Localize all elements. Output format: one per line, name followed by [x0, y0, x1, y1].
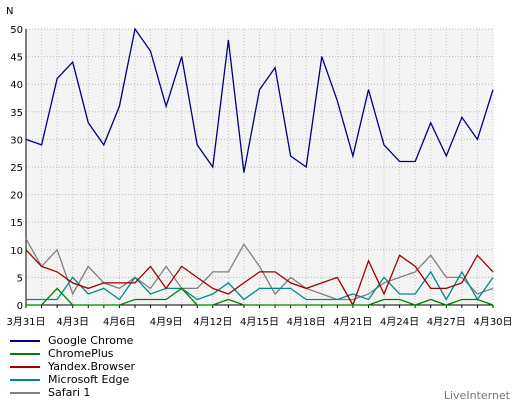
legend-item-google-chrome: Google Chrome	[10, 334, 135, 347]
legend-swatch	[10, 365, 40, 368]
line-chart: 0 5 10 15 20 25 30 35 40 45 50 3月31日 4月3日 4月6日 4月9日 4月1…	[6, 6, 513, 328]
legend-label: Microsoft Edge	[48, 373, 130, 386]
legend-item-safari: Safari 1	[10, 386, 135, 399]
series-group	[25, 27, 494, 307]
y-tick-label: 15	[10, 218, 23, 229]
x-tick-label: 4月18日	[287, 316, 326, 328]
source-label: LiveInternet	[443, 389, 510, 402]
y-tick-label: 30	[10, 135, 23, 146]
x-tick-label: 4月12日	[193, 316, 232, 328]
grid	[26, 28, 494, 305]
series-line-chromeplus	[26, 287, 494, 306]
x-tick-label: 4月21日	[333, 316, 372, 328]
y-tick-label: 10	[10, 246, 23, 257]
x-tick-label: 4月6日	[103, 316, 136, 328]
x-tick-label: 4月24日	[380, 316, 419, 328]
legend-swatch	[10, 352, 40, 355]
series-line-google-chrome	[25, 27, 494, 173]
legend-label: Google Chrome	[48, 334, 134, 347]
x-tick-label: 4月15日	[240, 316, 279, 328]
y-tick-label: 25	[10, 163, 23, 174]
x-tick-label: 4月30日	[473, 316, 512, 328]
y-tick-label: 40	[10, 80, 23, 91]
legend: Google Chrome ChromePlus Yandex.Browser …	[10, 334, 135, 399]
y-tick-label: 0	[17, 301, 23, 312]
y-axis-label: N	[6, 6, 13, 17]
legend-label: ChromePlus	[48, 347, 114, 360]
y-tick-label: 35	[10, 108, 23, 119]
x-tick-label: 4月3日	[56, 316, 89, 328]
y-tick-label: 50	[10, 25, 23, 36]
legend-item-yandex-browser: Yandex.Browser	[10, 360, 135, 373]
series-line-microsoft-edge	[26, 270, 494, 301]
y-tick-label: 5	[17, 273, 23, 284]
legend-label: Safari 1	[48, 386, 91, 399]
series-line-yandex-browser	[25, 249, 494, 307]
y-tick-label: 20	[10, 191, 23, 202]
legend-swatch	[10, 391, 40, 394]
axes: 0 5 10 15 20 25 30 35 40 45 50 3月31日 4月3日 4月6日 4月9日 4月1…	[6, 25, 512, 328]
legend-item-chromeplus: ChromePlus	[10, 347, 135, 360]
x-tick-label: 4月9日	[150, 316, 183, 328]
y-tick-label: 45	[10, 53, 23, 64]
x-tick-label: 4月27日	[427, 316, 466, 328]
legend-item-microsoft-edge: Microsoft Edge	[10, 373, 135, 386]
x-tick-label: 3月31日	[6, 316, 45, 328]
legend-swatch	[10, 378, 40, 381]
legend-swatch	[10, 339, 40, 342]
legend-label: Yandex.Browser	[48, 360, 136, 373]
